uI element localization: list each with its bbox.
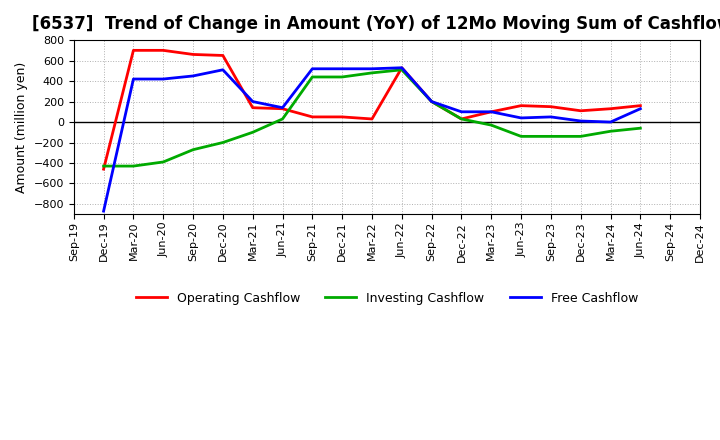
Operating Cashflow (129, 48, 138, 53)
Line: Free Cashflow: Free Cashflow (104, 68, 640, 211)
Free Cashflow (308, 66, 317, 71)
Operating Cashflow (338, 114, 346, 120)
Investing Cashflow (189, 147, 197, 152)
Investing Cashflow (636, 125, 644, 131)
Line: Operating Cashflow: Operating Cashflow (104, 50, 640, 169)
Investing Cashflow (129, 163, 138, 169)
Title: [6537]  Trend of Change in Amount (YoY) of 12Mo Moving Sum of Cashflows: [6537] Trend of Change in Amount (YoY) o… (32, 15, 720, 33)
Operating Cashflow (219, 53, 228, 58)
Operating Cashflow (457, 116, 466, 121)
Operating Cashflow (159, 48, 168, 53)
Free Cashflow (427, 99, 436, 104)
Investing Cashflow (397, 67, 406, 73)
Free Cashflow (248, 99, 257, 104)
Free Cashflow (517, 115, 526, 121)
Free Cashflow (546, 114, 555, 120)
Investing Cashflow (308, 74, 317, 80)
Free Cashflow (129, 77, 138, 82)
Operating Cashflow (577, 108, 585, 114)
Operating Cashflow (248, 105, 257, 110)
Investing Cashflow (577, 134, 585, 139)
Operating Cashflow (308, 114, 317, 120)
Free Cashflow (487, 109, 495, 114)
Investing Cashflow (219, 140, 228, 145)
Investing Cashflow (457, 116, 466, 121)
Investing Cashflow (368, 70, 377, 76)
Line: Investing Cashflow: Investing Cashflow (104, 70, 640, 166)
Operating Cashflow (368, 116, 377, 121)
Free Cashflow (189, 73, 197, 79)
Investing Cashflow (159, 159, 168, 165)
Free Cashflow (636, 106, 644, 111)
Investing Cashflow (546, 134, 555, 139)
Free Cashflow (278, 105, 287, 110)
Investing Cashflow (606, 128, 615, 134)
Investing Cashflow (278, 116, 287, 121)
Free Cashflow (577, 118, 585, 124)
Operating Cashflow (487, 109, 495, 114)
Investing Cashflow (338, 74, 346, 80)
Operating Cashflow (517, 103, 526, 108)
Free Cashflow (397, 65, 406, 70)
Operating Cashflow (546, 104, 555, 109)
Investing Cashflow (99, 163, 108, 169)
Y-axis label: Amount (million yen): Amount (million yen) (15, 62, 28, 193)
Free Cashflow (219, 67, 228, 73)
Operating Cashflow (427, 99, 436, 104)
Free Cashflow (606, 119, 615, 125)
Operating Cashflow (397, 65, 406, 70)
Operating Cashflow (606, 106, 615, 111)
Free Cashflow (338, 66, 346, 71)
Free Cashflow (159, 77, 168, 82)
Investing Cashflow (487, 122, 495, 128)
Free Cashflow (99, 209, 108, 214)
Investing Cashflow (517, 134, 526, 139)
Investing Cashflow (427, 99, 436, 104)
Investing Cashflow (248, 130, 257, 135)
Free Cashflow (368, 66, 377, 71)
Operating Cashflow (278, 106, 287, 111)
Operating Cashflow (189, 52, 197, 57)
Legend: Operating Cashflow, Investing Cashflow, Free Cashflow: Operating Cashflow, Investing Cashflow, … (130, 286, 643, 310)
Free Cashflow (457, 109, 466, 114)
Operating Cashflow (636, 103, 644, 108)
Operating Cashflow (99, 166, 108, 172)
